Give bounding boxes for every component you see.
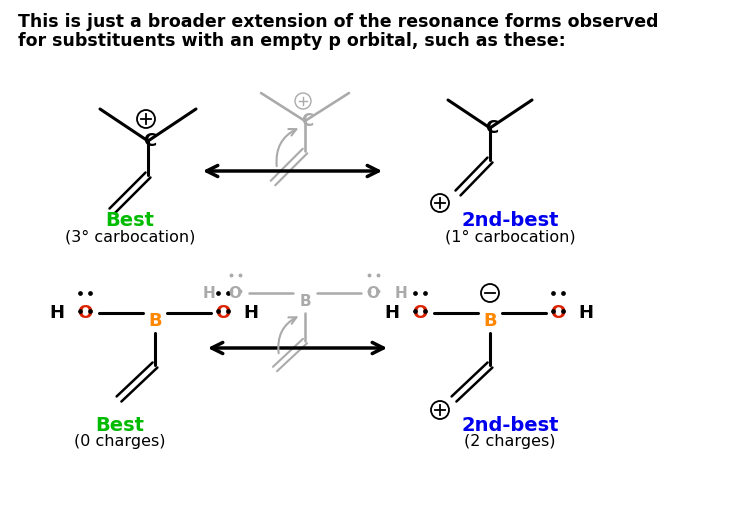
Text: (1° carbocation): (1° carbocation): [445, 229, 576, 244]
Text: O: O: [551, 304, 566, 322]
Text: H: H: [202, 285, 216, 300]
Text: for substituents with an empty p orbital, such as these:: for substituents with an empty p orbital…: [18, 32, 566, 50]
Text: Best: Best: [105, 211, 155, 230]
Text: (3° carbocation): (3° carbocation): [65, 229, 195, 244]
Text: B: B: [148, 312, 162, 330]
Text: H: H: [49, 304, 65, 322]
Text: O: O: [216, 304, 230, 322]
Text: H: H: [578, 304, 593, 322]
Text: B: B: [484, 312, 497, 330]
Text: C: C: [144, 132, 157, 150]
Text: O: O: [228, 285, 241, 300]
Text: B: B: [300, 294, 311, 309]
Text: Best: Best: [96, 416, 144, 435]
Text: H: H: [394, 285, 407, 300]
Text: This is just a broader extension of the resonance forms observed: This is just a broader extension of the …: [18, 13, 659, 31]
Text: O: O: [77, 304, 93, 322]
Text: 2nd-best: 2nd-best: [461, 416, 559, 435]
Text: H: H: [384, 304, 400, 322]
Text: H: H: [244, 304, 258, 322]
Text: 2nd-best: 2nd-best: [461, 211, 559, 230]
FancyArrowPatch shape: [278, 317, 297, 353]
Text: C: C: [301, 112, 313, 130]
Text: O: O: [412, 304, 428, 322]
Text: O: O: [367, 285, 380, 300]
Text: C: C: [485, 119, 498, 137]
Text: (2 charges): (2 charges): [464, 434, 556, 449]
Text: (0 charges): (0 charges): [74, 434, 166, 449]
FancyArrowPatch shape: [277, 129, 297, 166]
